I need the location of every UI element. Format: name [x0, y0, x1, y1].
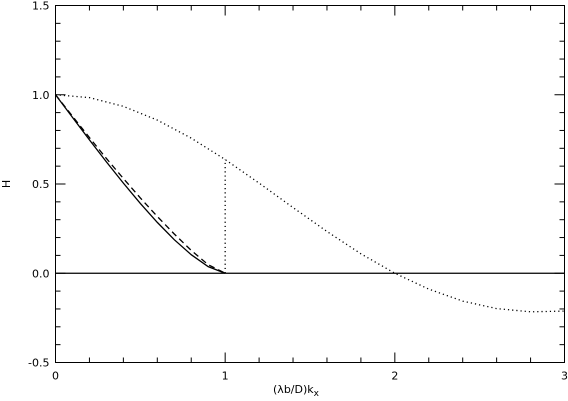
series-line-2 [54, 94, 226, 274]
axis-ticks [55, 5, 565, 363]
x-axis-label: (λb/D)kx [273, 383, 320, 399]
y-tick-label: 1.0 [32, 89, 50, 102]
series-line-1 [54, 94, 226, 274]
x-tick-label: 2 [391, 370, 398, 383]
y-tick-label: 1.5 [32, 0, 50, 13]
x-tick-label: 1 [222, 370, 229, 383]
tick-labels: 0 1 2 3 -0.5 0.0 0.5 1.0 1.5 [28, 0, 568, 383]
y-tick-label: 0.0 [32, 267, 50, 280]
plot-frame [55, 5, 565, 363]
x-axis-label-subscript: x [314, 389, 320, 399]
y-tick-label: 0.5 [32, 178, 50, 191]
x-tick-label: 0 [52, 370, 59, 383]
y-tick-label: -0.5 [28, 357, 49, 370]
x-tick-label: 3 [561, 370, 568, 383]
series-group [54, 94, 565, 313]
y-axis-label: H [0, 180, 13, 188]
series-line-3 [55, 94, 565, 313]
x-axis-label-main: (λb/D)k [273, 383, 314, 396]
